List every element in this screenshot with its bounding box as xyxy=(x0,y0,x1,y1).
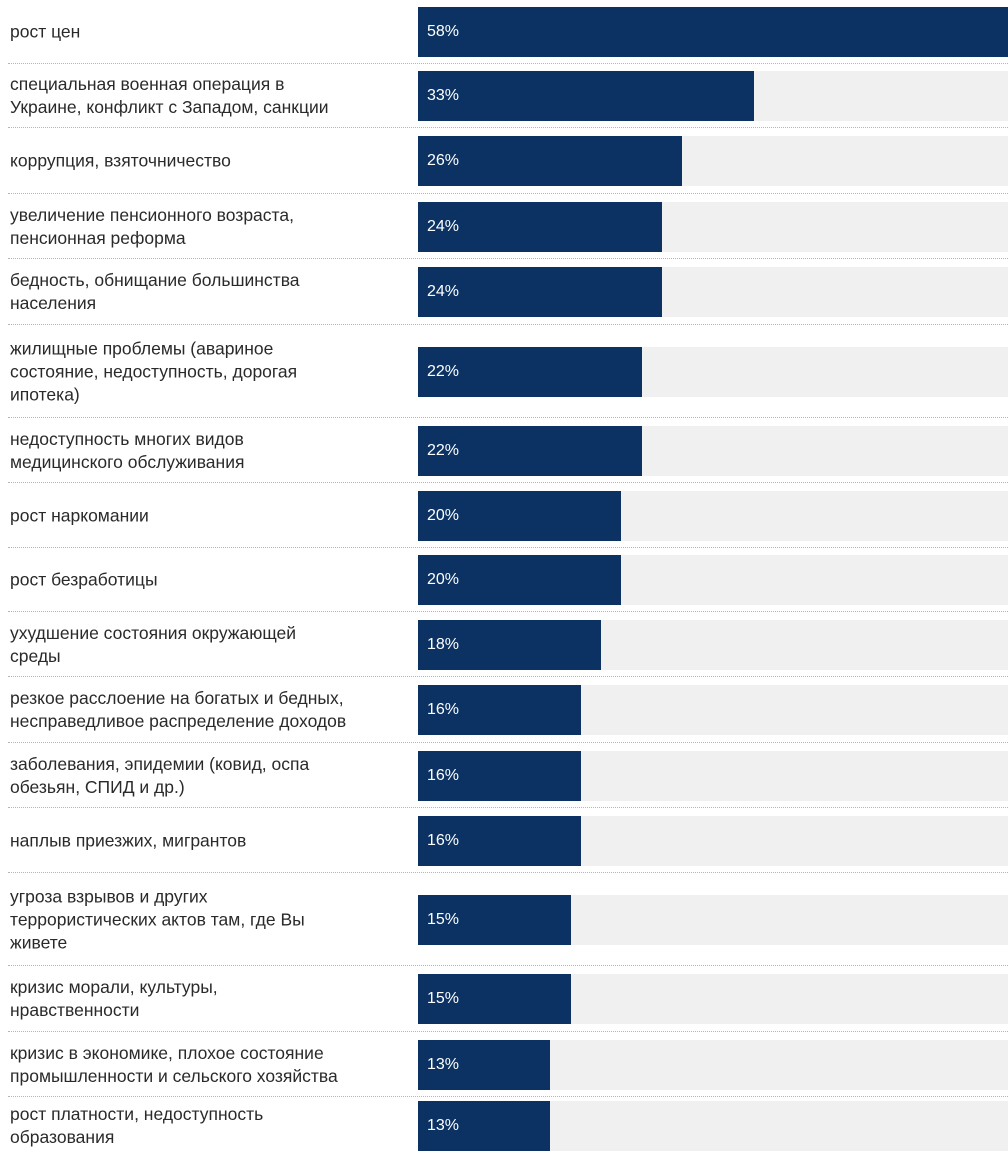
category-label: кризис в экономике, плохое состояние про… xyxy=(10,1042,338,1086)
bar: 33% xyxy=(418,71,754,121)
bar-row: наплыв приезжих, мигрантов 16% xyxy=(0,808,1008,873)
bar: 24% xyxy=(418,267,663,317)
row-separator xyxy=(8,547,1008,548)
value-label: 18% xyxy=(427,635,460,653)
bar: 24% xyxy=(418,201,663,252)
category-label: специальная военная операция в Украине, … xyxy=(10,74,329,117)
bar-row: кризис в экономике, плохое состояние про… xyxy=(0,1032,1008,1097)
bar: 16% xyxy=(418,815,581,866)
category-label: недоступность многих видов медицинского … xyxy=(10,428,245,472)
bar-row: угроза взрывов и других террористических… xyxy=(0,873,1008,966)
value-label: 16% xyxy=(427,701,460,718)
bar-row: рост наркомании 20% xyxy=(0,483,1008,548)
bar-row: резкое расслоение на богатых и бедных, н… xyxy=(0,677,1008,743)
bar: 20% xyxy=(418,490,622,541)
bar-row: рост цен 58% xyxy=(0,0,1008,64)
bar-row: бедность, обнищание большинства населени… xyxy=(0,259,1008,325)
value-label: 15% xyxy=(427,910,460,928)
row-separator xyxy=(8,611,1008,612)
value-label: 24% xyxy=(427,283,460,300)
category-label: заболевания, эпидемии (ковид, оспа обезь… xyxy=(10,753,310,797)
value-label: 22% xyxy=(427,441,460,459)
bar-row: увеличение пенсионного возраста, пенсион… xyxy=(0,194,1008,259)
row-separator xyxy=(8,258,1008,259)
value-label: 33% xyxy=(427,87,460,104)
value-label: 13% xyxy=(427,1055,460,1073)
value-label: 24% xyxy=(427,217,460,235)
value-label: 22% xyxy=(427,362,460,380)
bar: 16% xyxy=(418,750,581,801)
bar: 20% xyxy=(418,555,622,605)
value-label: 20% xyxy=(427,571,460,588)
bar: 22% xyxy=(418,425,642,476)
row-separator xyxy=(8,63,1008,64)
row-separator xyxy=(8,1096,1008,1097)
category-label: рост цен xyxy=(10,21,81,42)
row-separator xyxy=(8,417,1008,418)
category-label: резкое расслоение на богатых и бедных, н… xyxy=(10,688,347,731)
bar-row: ухудшение состояния окружающей среды 18% xyxy=(0,612,1008,677)
category-label: наплыв приезжих, мигрантов xyxy=(10,830,247,850)
category-label: рост платности, недоступность образовани… xyxy=(10,1104,264,1147)
value-label: 16% xyxy=(427,831,460,849)
row-separator xyxy=(8,324,1008,325)
bar: 58% xyxy=(418,7,1008,57)
row-separator xyxy=(8,193,1008,194)
bar-row: коррупция, взяточничество 26% xyxy=(0,128,1008,194)
row-separator xyxy=(8,1031,1008,1032)
row-separator xyxy=(8,742,1008,743)
row-separator xyxy=(8,676,1008,677)
row-separator xyxy=(8,807,1008,808)
bar: 26% xyxy=(418,136,683,186)
value-label: 13% xyxy=(427,1117,460,1134)
bar: 16% xyxy=(418,685,581,735)
bar: 13% xyxy=(418,1039,551,1090)
bar-row: специальная военная операция в Украине, … xyxy=(0,64,1008,128)
category-label: рост безработицы xyxy=(10,569,158,590)
bar-row: жилищные проблемы (авариное состояние, н… xyxy=(0,325,1008,418)
bar-row: рост безработицы 20% xyxy=(0,548,1008,612)
row-separator xyxy=(8,872,1008,873)
row-separator xyxy=(8,127,1008,128)
row-separator xyxy=(8,482,1008,483)
value-label: 58% xyxy=(427,23,460,40)
category-label: рост наркомании xyxy=(10,505,149,525)
bar: 15% xyxy=(418,894,571,945)
category-label: жилищные проблемы (авариное состояние, н… xyxy=(10,338,298,404)
bar-row: заболевания, эпидемии (ковид, оспа обезь… xyxy=(0,743,1008,808)
value-label: 20% xyxy=(427,506,460,524)
bar-row: рост платности, недоступность образовани… xyxy=(0,1097,1008,1155)
bar-row: недоступность многих видов медицинского … xyxy=(0,418,1008,483)
category-label: бедность, обнищание большинства населени… xyxy=(10,270,300,313)
category-label: коррупция, взяточничество xyxy=(10,150,231,171)
bar: 18% xyxy=(418,619,602,670)
bar-row: кризис морали, культуры, нравственности 1… xyxy=(0,966,1008,1032)
row-separator xyxy=(8,965,1008,966)
value-label: 15% xyxy=(427,990,460,1007)
value-label: 26% xyxy=(427,152,460,169)
category-label: кризис морали, культуры, нравственности xyxy=(10,977,218,1020)
bar: 22% xyxy=(418,346,642,397)
category-label: угроза взрывов и других террористических… xyxy=(10,886,305,952)
value-label: 16% xyxy=(427,766,460,784)
category-label: ухудшение состояния окружающей среды xyxy=(10,622,297,666)
bar: 15% xyxy=(418,974,571,1024)
bar: 13% xyxy=(418,1101,551,1151)
category-label: увеличение пенсионного возраста, пенсион… xyxy=(10,204,294,248)
